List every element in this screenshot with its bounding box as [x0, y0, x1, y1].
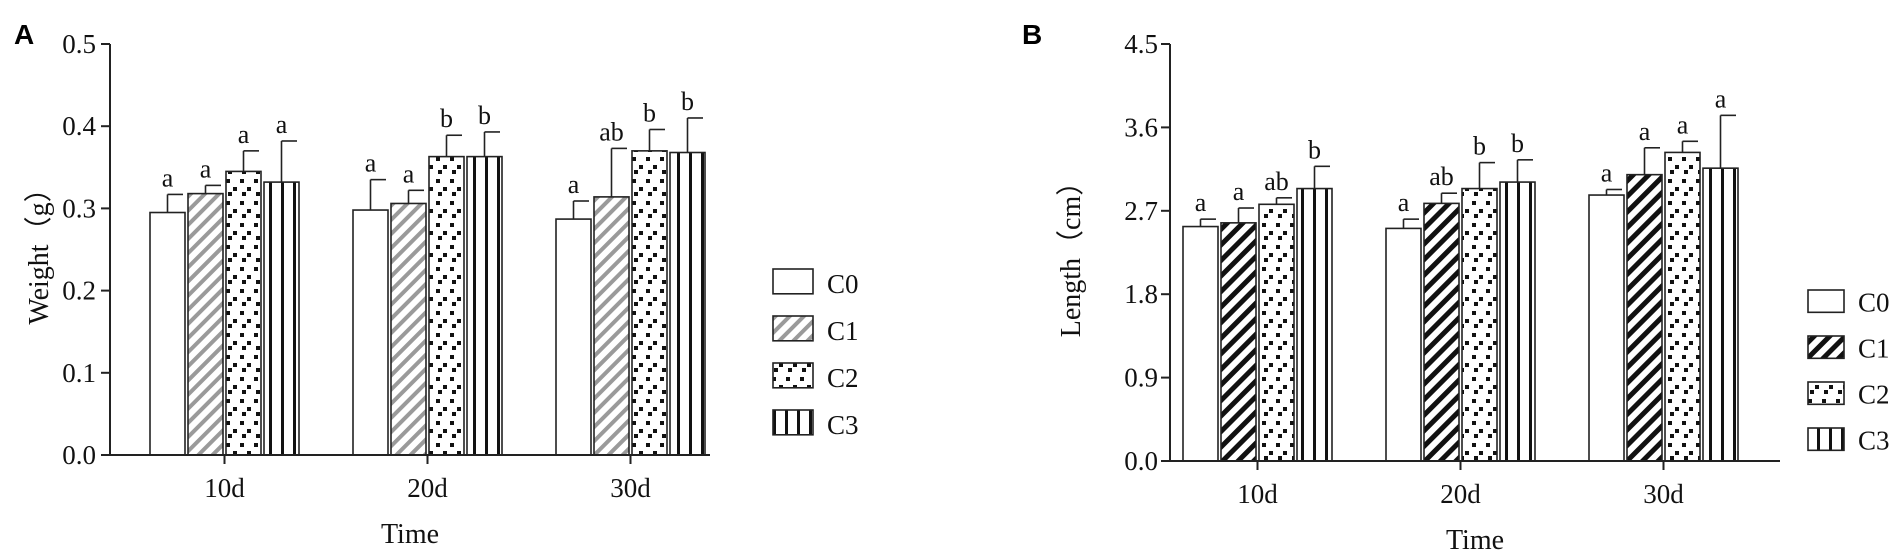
significance-letter-C2-30d: b — [643, 98, 656, 127]
y-tick-label: 0.1 — [62, 358, 96, 388]
legend-label-C3: C3 — [827, 410, 859, 440]
significance-letter-C0-20d: a — [365, 149, 377, 178]
bar-C3-30d — [1702, 167, 1739, 462]
significance-letter-C2-30d: a — [1677, 110, 1689, 139]
bar-C2-10d — [1258, 203, 1295, 462]
legend-swatch-C1 — [1807, 335, 1845, 360]
legend-label-C2: C2 — [827, 363, 859, 393]
y-tick-label: 0.2 — [62, 276, 96, 306]
bar-C2-20d — [428, 155, 465, 456]
y-tick-label: 2.7 — [1124, 196, 1158, 226]
significance-letter-C3-10d: a — [276, 110, 288, 139]
bar-C0-20d — [1385, 227, 1422, 462]
significance-letter-C1-20d: ab — [1429, 162, 1454, 191]
significance-letter-C1-30d: ab — [599, 117, 624, 146]
legend-swatch-C3 — [772, 409, 814, 436]
legend-swatch-C0 — [1807, 289, 1845, 314]
x-tick-label: 10d — [1237, 479, 1278, 509]
bar-C1-30d — [593, 196, 630, 456]
significance-letter-C2-20d: b — [1473, 132, 1486, 161]
bar-C0-30d — [1588, 194, 1625, 462]
significance-letter-C2-10d: ab — [1264, 167, 1289, 196]
x-axis-title: Time — [381, 519, 439, 550]
significance-letter-C1-10d: a — [1233, 177, 1245, 206]
legend: C0 C1 C2 C3 — [1807, 287, 1890, 455]
x-tick-label: 30d — [1643, 479, 1684, 509]
x-axis-title: Time — [1446, 525, 1504, 554]
x-tick-label: 10d — [204, 473, 245, 503]
bar-C1-20d — [390, 202, 427, 456]
bar-C3-20d — [466, 155, 503, 456]
significance-letter-C2-10d: a — [238, 120, 250, 149]
significance-letter-C3-20d: b — [478, 101, 491, 130]
bar-C2-10d — [225, 170, 262, 456]
legend-swatch-C1 — [772, 315, 814, 342]
bar-C2-30d — [1664, 151, 1701, 462]
bar-C2-30d — [631, 150, 668, 456]
y-tick-label: 4.5 — [1124, 29, 1158, 59]
significance-letter-C3-20d: b — [1511, 129, 1524, 158]
legend-label-C0: C0 — [1858, 287, 1890, 317]
x-tick-label: 20d — [1440, 479, 1481, 509]
significance-letter-C0-10d: a — [1195, 188, 1207, 217]
legend-swatch-C2 — [1807, 381, 1845, 406]
bar-C3-10d — [263, 181, 300, 456]
significance-letter-C1-20d: a — [403, 159, 415, 188]
legend-swatch-C2 — [772, 362, 814, 389]
y-axis-title: Weight（g） — [23, 174, 55, 324]
significance-letter-C1-10d: a — [200, 154, 212, 183]
bar-C2-20d — [1461, 187, 1498, 462]
bar-C1-20d — [1423, 202, 1460, 462]
legend-label-C1: C1 — [827, 316, 859, 346]
x-tick-label: 30d — [610, 473, 651, 503]
x-tick-label: 20d — [407, 473, 448, 503]
significance-letter-C3-30d: b — [681, 87, 694, 116]
significance-letter-C3-10d: b — [1308, 135, 1321, 164]
bar-C0-20d — [352, 209, 389, 456]
significance-letter-C2-20d: b — [440, 104, 453, 133]
y-tick-label: 0.4 — [62, 111, 96, 141]
legend-swatch-C0 — [772, 268, 814, 295]
bar-C1-10d — [187, 192, 224, 456]
bar-C1-10d — [1220, 222, 1257, 462]
significance-letter-C1-30d: a — [1639, 117, 1651, 146]
legend-label-C0: C0 — [827, 269, 859, 299]
legend-label-C3: C3 — [1858, 425, 1890, 455]
bar-C3-30d — [669, 151, 706, 456]
y-tick-label: 0.0 — [62, 440, 96, 470]
y-tick-label: 3.6 — [1124, 112, 1158, 142]
y-tick-label: 0.3 — [62, 193, 96, 223]
significance-letter-C0-10d: a — [162, 163, 174, 192]
bar-C3-10d — [1296, 187, 1333, 462]
bar-C0-10d — [1182, 225, 1219, 462]
significance-letter-C0-30d: a — [568, 170, 580, 199]
panel-label: B — [1022, 19, 1042, 50]
legend-label-C1: C1 — [1858, 333, 1890, 363]
bar-C3-20d — [1499, 181, 1536, 462]
bar-C0-30d — [555, 218, 592, 456]
y-tick-label: 1.8 — [1124, 279, 1158, 309]
significance-letter-C0-30d: a — [1601, 158, 1613, 187]
legend-swatch-C3 — [1807, 427, 1845, 452]
significance-letter-C0-20d: a — [1398, 188, 1410, 217]
y-axis-title: Length（cm） — [1055, 168, 1087, 338]
bar-C1-30d — [1626, 173, 1663, 462]
y-tick-label: 0.9 — [1124, 363, 1158, 393]
significance-letter-C3-30d: a — [1715, 84, 1727, 113]
legend-label-C2: C2 — [1858, 379, 1890, 409]
panel-label: A — [14, 19, 34, 50]
bar-C0-10d — [149, 211, 186, 456]
y-tick-label: 0.0 — [1124, 446, 1158, 476]
y-tick-label: 0.5 — [62, 29, 96, 59]
legend: C0 C1 C2 C3 — [772, 268, 859, 440]
